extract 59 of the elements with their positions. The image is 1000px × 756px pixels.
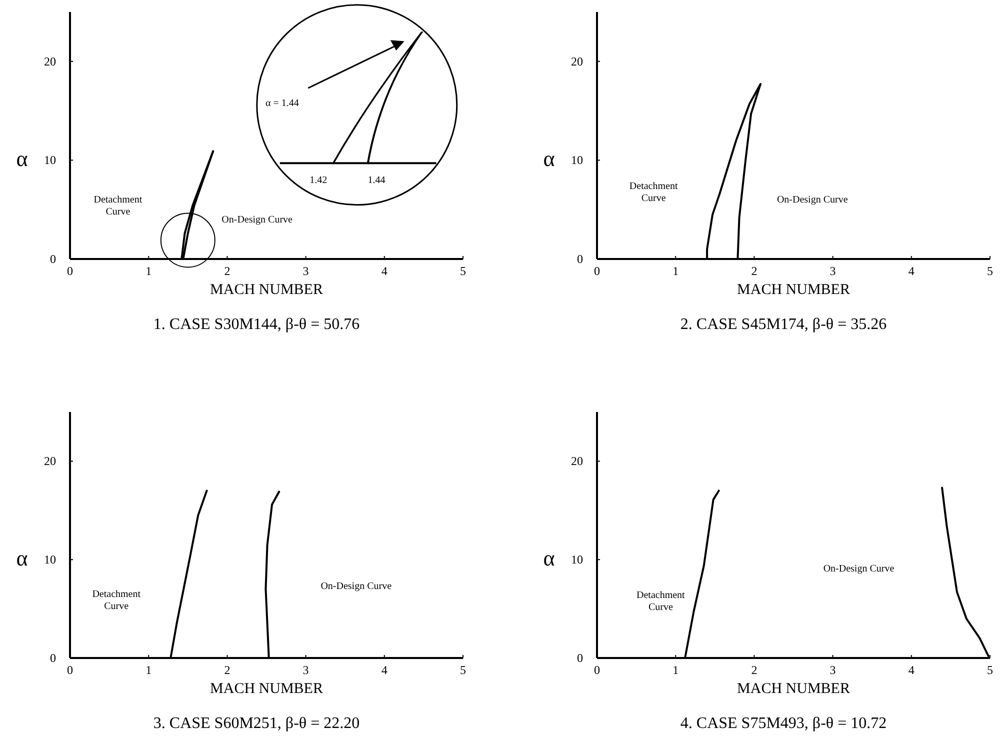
text: 1. CASE S30M144, β-θ = 50.76: [153, 316, 360, 333]
y-tick-label: 20: [44, 454, 56, 468]
x-tick-label: 1: [146, 663, 152, 677]
annotation: Detachment Curve: [629, 180, 678, 204]
annotation: On-Design Curve: [222, 214, 294, 226]
text: 3. CASE S60M251, β-θ = 22.20: [153, 715, 360, 732]
text: 4. CASE S75M493, β-θ = 10.72: [680, 715, 887, 732]
x-axis-title: MACH NUMBER: [210, 681, 323, 697]
x-tick-label: 3: [302, 264, 309, 278]
y-tick-label: 10: [571, 153, 583, 168]
x-tick-label: 4: [908, 264, 914, 278]
annotation: α = 1.44: [266, 98, 299, 109]
x-tick-label: 1: [146, 264, 152, 278]
x-tick-label: 0: [594, 663, 600, 677]
x-tick-label: 4: [908, 663, 914, 677]
y-tick-label: 0: [577, 651, 583, 665]
annotation: On-Design Curve: [320, 581, 392, 592]
annotation: 1.42: [310, 174, 328, 186]
y-tick-label: 10: [44, 153, 56, 168]
y-tick-label: 20: [571, 54, 583, 68]
annotation: 1.44: [368, 174, 386, 186]
x-tick-label: 2: [224, 663, 230, 677]
x-tick-label: 2: [751, 663, 758, 677]
x-tick-label: 5: [460, 663, 466, 677]
annotation: Detachment Curve: [636, 590, 686, 613]
y-axis-title: α: [543, 546, 556, 571]
y-tick-label: 0: [50, 252, 56, 266]
x-axis-title: MACH NUMBER: [210, 282, 323, 298]
x-tick-label: 0: [67, 264, 73, 278]
y-tick-label: 20: [44, 54, 56, 68]
text: 2. CASE S45M174, β-θ = 35.26: [680, 316, 887, 333]
annotation: On-Design Curve: [823, 563, 895, 574]
x-tick-label: 5: [460, 264, 466, 278]
x-axis-title: MACH NUMBER: [737, 681, 850, 697]
x-tick-label: 4: [381, 663, 388, 677]
y-axis-title: α: [543, 146, 556, 172]
x-tick-label: 5: [987, 264, 993, 278]
x-tick-label: 3: [302, 663, 309, 677]
x-tick-label: 5: [987, 663, 993, 677]
x-tick-label: 3: [830, 264, 836, 278]
y-axis-title: α: [16, 546, 28, 571]
x-axis-title: MACH NUMBER: [737, 282, 850, 298]
x-tick-label: 1: [672, 264, 679, 278]
x-tick-label: 2: [224, 264, 230, 278]
y-tick-label: 10: [571, 552, 583, 567]
x-tick-label: 2: [751, 264, 758, 278]
x-tick-label: 1: [672, 663, 679, 677]
annotation: Detachment Curve: [94, 194, 142, 218]
y-tick-label: 0: [50, 651, 56, 665]
x-tick-label: 0: [594, 264, 600, 278]
y-tick-label: 0: [577, 252, 583, 266]
y-tick-label: 20: [571, 454, 583, 468]
y-axis-title: α: [16, 146, 28, 172]
y-tick-label: 10: [44, 552, 56, 567]
x-tick-label: 3: [830, 663, 836, 677]
x-tick-label: 0: [67, 663, 73, 677]
annotation: Detachment Curve: [92, 588, 141, 612]
annotation: On-Design Curve: [776, 194, 848, 206]
x-tick-label: 4: [381, 264, 388, 278]
